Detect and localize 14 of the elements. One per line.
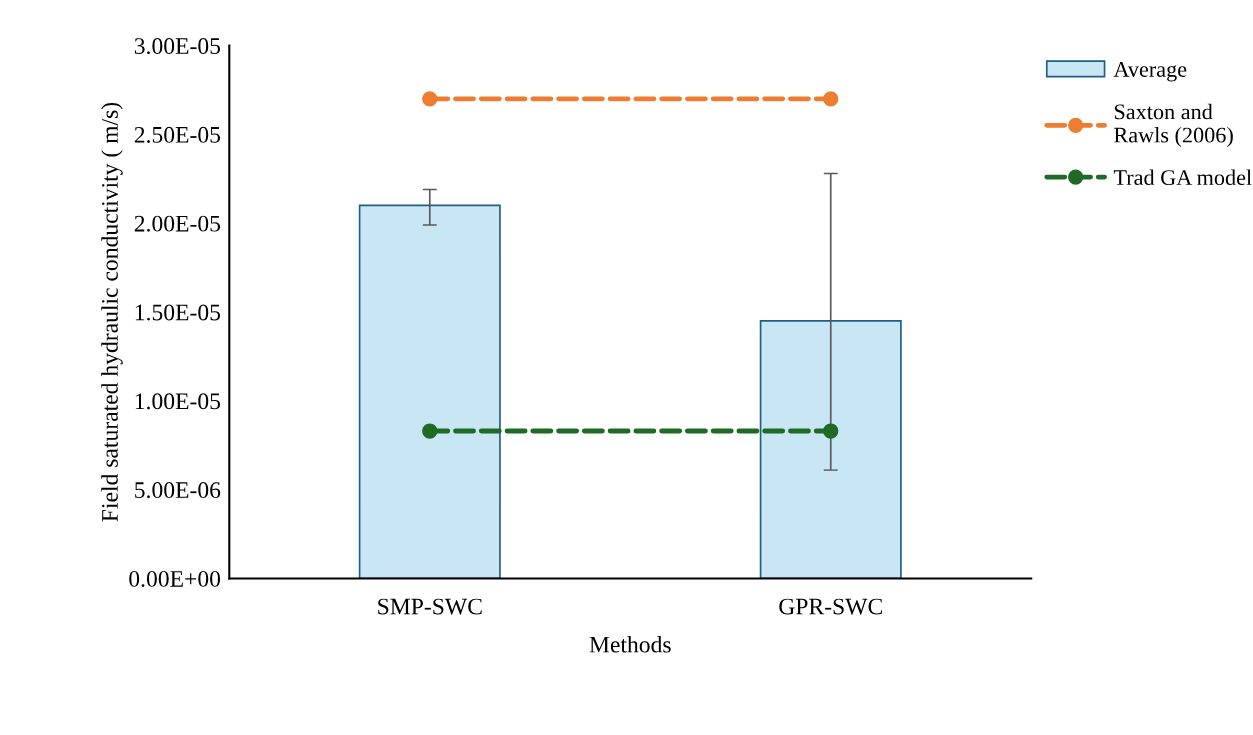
y-tick-label: 5.00E-06 xyxy=(135,482,221,499)
legend-label: Trad GA model xyxy=(1113,169,1252,186)
y-tick-label: 2.00E-05 xyxy=(134,215,221,232)
y-tick-label: 2.50E-05 xyxy=(134,126,221,143)
x-tick-label: GPR-SWC xyxy=(779,598,882,615)
y-tick-label: 1.00E-05 xyxy=(135,393,221,410)
legend-label: Average xyxy=(1113,62,1187,82)
x-tick-label: SMP-SWC xyxy=(378,598,482,615)
y-axis-title: Field saturated hydraulic conductivity ( m/s) xyxy=(101,102,123,522)
y-tick-label: 0.00E+00 xyxy=(129,570,221,587)
y-tick-label: 1.50E-05 xyxy=(135,304,221,321)
y-tick-label: 3.00E-05 xyxy=(134,38,221,55)
legend-label: Saxton and Rawls (2006) xyxy=(1114,103,1233,148)
x-axis-title: Methods xyxy=(589,635,671,653)
